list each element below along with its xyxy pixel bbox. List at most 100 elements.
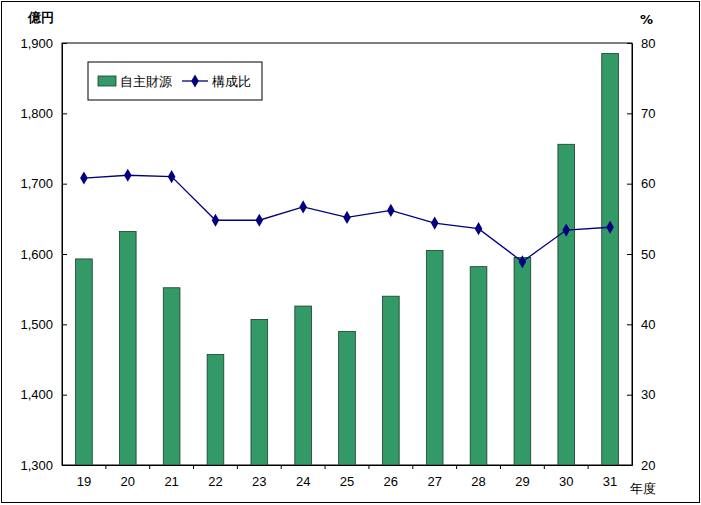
tick: 1,800 [20,106,67,121]
marker [299,200,307,213]
outer-frame [2,2,700,503]
tick-label: 24 [296,474,310,489]
tick: 22 [208,474,222,489]
x-divider [281,465,282,469]
x-divider [105,465,106,469]
x-divider [237,465,238,469]
tick: 20 [121,474,135,489]
x-axis-title: 年度 [630,481,656,496]
tick-mark [62,113,67,114]
marker [519,255,527,268]
x-divider [544,465,545,469]
marks [76,54,619,465]
marker [80,171,88,184]
tick-mark [62,395,67,396]
marker [168,170,176,183]
tick-label: 23 [252,474,266,489]
tick-mark [627,324,632,325]
tick: 30 [627,387,655,402]
axis-line [63,465,633,466]
tick: 28 [471,474,485,489]
x-divider [193,465,194,469]
tick-label: 30 [559,474,573,489]
tick-label: 28 [471,474,485,489]
bar [602,54,619,465]
tick-label: 40 [641,317,655,332]
tick-label: 50 [641,247,655,262]
tick: 21 [164,474,178,489]
tick-label: 1,600 [20,247,53,262]
tick: 24 [296,474,310,489]
tick: 1,600 [20,247,67,262]
tick: 50 [627,247,655,262]
x-axis: 19202122232425262728293031 [63,466,633,490]
x-divider [412,465,413,469]
tick: 30 [559,474,573,489]
x-divider [588,465,589,469]
tick: 1,300 [20,458,67,473]
bar [163,288,180,465]
tick-mark [62,254,67,255]
tick-label: 70 [641,106,655,121]
marker [387,204,395,217]
bar [514,258,531,465]
tick: 1,400 [20,387,67,402]
tick: 80 [627,36,655,51]
x-divider [368,465,369,469]
bar [470,267,487,465]
y2-axis: 20 30 40 50 60 70 80 [627,36,655,473]
y2-axis-title: % [640,12,653,27]
legend-item: 構成比 [182,74,251,89]
tick-label: 1,400 [20,387,53,402]
tick-label: 26 [384,474,398,489]
legend-box [88,62,262,100]
y-axis: 1,300 1,400 1,500 1,600 1,700 1,800 1,900 [20,36,67,473]
legend-label: 構成比 [212,74,251,89]
legend-label: 自主財源 [120,74,172,89]
x-divider [325,465,326,469]
tick: 60 [627,176,655,191]
tick-label: 1,800 [20,106,53,121]
legend-marker [191,74,199,87]
chart: 1,300 1,400 1,500 1,600 1,700 1,800 1,900 20 30 4… [0,0,701,505]
bar [339,331,356,465]
tick-label: 21 [164,474,178,489]
tick: 25 [340,474,354,489]
bar [251,319,268,465]
tick-mark [627,43,632,44]
tick-label: 1,900 [20,36,53,51]
line [84,175,610,262]
tick-label: 19 [77,474,91,489]
tick: 19 [77,474,91,489]
tick: 26 [384,474,398,489]
tick-mark [627,113,632,114]
tick: 40 [627,317,655,332]
tick-label: 80 [641,36,655,51]
plot-frame [62,43,632,465]
x-divider [456,465,457,469]
tick-label: 20 [121,474,135,489]
x-divider [149,465,150,469]
bar [207,355,224,465]
tick: 1,500 [20,317,67,332]
marker [124,169,132,182]
tick-label: 25 [340,474,354,489]
marker [256,214,264,227]
bar [383,296,400,465]
tick-label: 20 [641,458,655,473]
bar [119,231,136,465]
tick-label: 1,700 [20,176,53,191]
marker [562,224,570,237]
tick: 31 [603,474,617,489]
bar [558,144,575,465]
tick-mark [62,43,67,44]
tick-mark [627,254,632,255]
bar [76,259,93,465]
marker [475,222,483,235]
tick-mark [627,184,632,185]
x-divider [500,465,501,469]
bar [295,306,312,465]
marker [606,221,614,234]
plot-area: 1,300 1,400 1,500 1,600 1,700 1,800 1,900 20 30 4… [20,36,655,490]
tick: 1,900 [20,36,67,51]
